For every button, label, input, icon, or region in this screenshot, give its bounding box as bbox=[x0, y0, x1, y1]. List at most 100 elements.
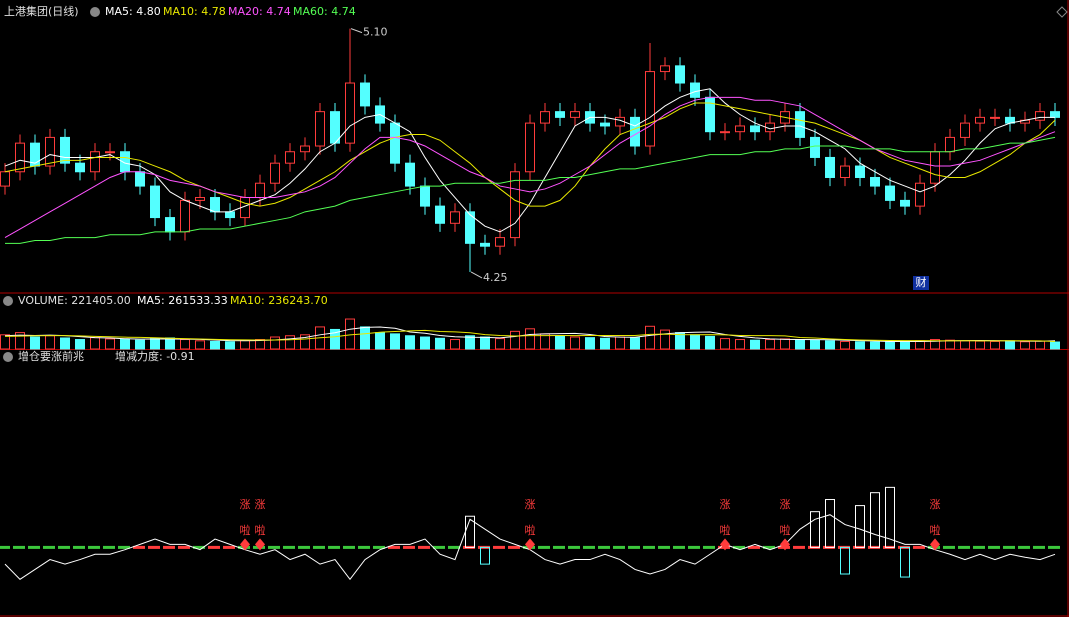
legend-entry: MA20: 4.74 bbox=[228, 5, 291, 18]
zero-strip bbox=[193, 545, 205, 549]
zero-strip bbox=[553, 545, 565, 549]
zero-strip bbox=[613, 545, 625, 549]
signal-bottom: 啦 bbox=[240, 523, 251, 537]
candle-body bbox=[960, 122, 970, 138]
volume-bar bbox=[870, 341, 880, 350]
volume-bar bbox=[885, 340, 895, 350]
candle-body bbox=[900, 199, 910, 207]
candle-body bbox=[45, 136, 55, 167]
volume-bar bbox=[900, 341, 910, 350]
zero-strip bbox=[628, 545, 640, 549]
candle-body bbox=[600, 122, 610, 127]
zero-strip bbox=[133, 545, 145, 549]
candle-body bbox=[630, 116, 640, 147]
high-pointer bbox=[350, 28, 363, 34]
volume-bar bbox=[450, 339, 460, 350]
candle-body bbox=[885, 185, 895, 201]
candle-body bbox=[540, 111, 550, 124]
candle-body bbox=[225, 211, 235, 219]
zero-strip bbox=[28, 545, 40, 549]
candle-body bbox=[105, 151, 115, 154]
candle-body bbox=[570, 111, 580, 118]
legend-icon[interactable] bbox=[90, 7, 100, 17]
volume-bar bbox=[225, 341, 235, 350]
strength-bar bbox=[840, 546, 850, 575]
zero-strip bbox=[73, 545, 85, 549]
event-label: 财 bbox=[916, 275, 927, 289]
ma-line bbox=[4, 102, 1056, 207]
volume-bar bbox=[705, 335, 715, 350]
strength-bar bbox=[885, 486, 895, 548]
volume-bar bbox=[990, 340, 1000, 350]
candle-body bbox=[690, 82, 700, 98]
candle-body bbox=[975, 116, 985, 124]
volume-bar bbox=[930, 339, 940, 350]
strength-bar bbox=[870, 492, 880, 548]
volume-label: VOLUME: 221405.00 bbox=[18, 294, 131, 307]
zero-strip bbox=[538, 545, 550, 549]
candle-body bbox=[405, 162, 415, 187]
signal-top: 涨 bbox=[780, 498, 791, 511]
volume-bar bbox=[90, 337, 100, 350]
candle-body bbox=[300, 145, 310, 153]
candle-body bbox=[480, 242, 490, 247]
zero-strip bbox=[1048, 545, 1060, 549]
volume-bar bbox=[210, 340, 220, 350]
zero-strip bbox=[673, 545, 685, 549]
low-pointer bbox=[470, 271, 483, 279]
candle-body bbox=[1050, 111, 1060, 118]
legend-icon[interactable] bbox=[3, 352, 13, 362]
volume-bar bbox=[495, 338, 505, 350]
volume-bar bbox=[780, 338, 790, 350]
volume-bar bbox=[375, 332, 385, 350]
volume-bar bbox=[660, 329, 670, 350]
volume-bar bbox=[135, 339, 145, 350]
volume-bar bbox=[615, 336, 625, 350]
candle-body bbox=[945, 136, 955, 153]
zero-strip bbox=[388, 545, 400, 549]
zero-strip bbox=[343, 545, 355, 549]
candle-body bbox=[60, 136, 70, 164]
volume-bar bbox=[150, 338, 160, 350]
volume-bar bbox=[0, 334, 10, 350]
zero-strip bbox=[793, 545, 805, 549]
zero-strip bbox=[583, 545, 595, 549]
zero-strip bbox=[913, 545, 925, 549]
zero-strip bbox=[283, 545, 295, 549]
menu-icon[interactable] bbox=[1056, 6, 1068, 18]
volume-bar bbox=[45, 335, 55, 350]
candle-body bbox=[930, 151, 940, 184]
volume-bar bbox=[600, 337, 610, 350]
candle-body bbox=[990, 116, 1000, 119]
candle-body bbox=[750, 125, 760, 133]
volume-bar bbox=[855, 341, 865, 350]
volume-bar bbox=[360, 326, 370, 350]
candle-body bbox=[360, 82, 370, 107]
zero-strip bbox=[598, 545, 610, 549]
candle-body bbox=[195, 197, 205, 201]
candle-body bbox=[510, 171, 520, 239]
zero-strip bbox=[448, 545, 460, 549]
volume-bar bbox=[1020, 341, 1030, 350]
zero-strip bbox=[1003, 545, 1015, 549]
legend-icon[interactable] bbox=[3, 296, 13, 306]
volume-bar bbox=[285, 335, 295, 350]
signal-bottom: 啦 bbox=[255, 523, 266, 537]
candle-body bbox=[735, 125, 745, 133]
candle-body bbox=[840, 165, 850, 178]
strength-bar bbox=[810, 511, 820, 548]
zero-strip bbox=[118, 545, 130, 549]
volume-bar bbox=[735, 339, 745, 350]
zero-strip bbox=[178, 545, 190, 549]
zero-strip bbox=[0, 545, 10, 549]
ma-line bbox=[4, 88, 1055, 233]
volume-bar bbox=[975, 340, 985, 350]
candle-body bbox=[0, 171, 10, 187]
chart-title: 上港集团(日线) bbox=[4, 4, 79, 18]
event-badge[interactable] bbox=[913, 276, 929, 290]
candle-body bbox=[390, 122, 400, 164]
zero-strip bbox=[43, 545, 55, 549]
volume-bar bbox=[300, 334, 310, 350]
